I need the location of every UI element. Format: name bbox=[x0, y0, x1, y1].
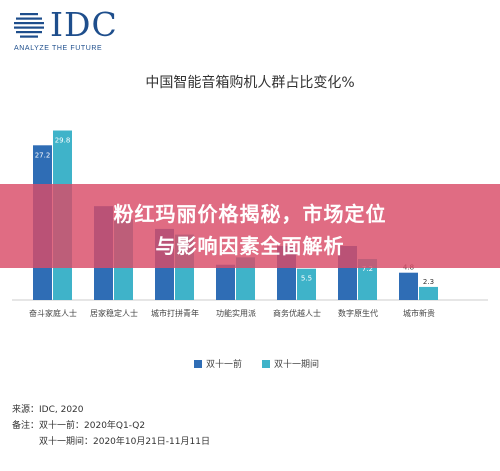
category-label-0: 奋斗家庭人士 bbox=[29, 308, 77, 318]
footnotes: 来源：IDC, 2020 备注：双十一前：2020年Q1-Q2 双十一期间：20… bbox=[12, 402, 210, 450]
remark-label: 备注： bbox=[12, 421, 40, 431]
category-label-3: 功能实用派 bbox=[216, 308, 256, 318]
bar-during-3 bbox=[236, 257, 255, 300]
logo-tagline: ANALYZE THE FUTURE bbox=[14, 45, 103, 52]
legend-item-during: 双十一期间 bbox=[262, 357, 319, 370]
legend-swatch-before bbox=[194, 360, 202, 368]
data-label-during-6: 2.3 bbox=[423, 278, 434, 286]
legend-item-before: 双十一前 bbox=[194, 357, 242, 370]
data-label-during-0: 29.8 bbox=[55, 137, 71, 145]
chart-title: 中国智能音箱购机人群占比变化% bbox=[145, 75, 355, 91]
bar-during-6 bbox=[419, 286, 438, 300]
bar-before-3 bbox=[216, 264, 235, 300]
banner-line-1: 粉红玛丽价格揭秘，市场定位 bbox=[113, 202, 387, 226]
source-note: 来源：IDC, 2020 bbox=[12, 405, 84, 415]
idc-logo: IDC ANALYZE THE FUTURE bbox=[14, 5, 124, 52]
bar-during-5 bbox=[358, 259, 377, 300]
data-label-before-0: 27.2 bbox=[35, 151, 51, 159]
chart-legend: 双十一前 双十一期间 bbox=[0, 357, 500, 373]
bar-during-4 bbox=[297, 268, 316, 300]
category-label-2: 城市打拼青年 bbox=[151, 308, 199, 318]
data-label-during-4: 5.5 bbox=[301, 275, 312, 283]
headline-banner: 粉红玛丽价格揭秘，市场定位 与影响因素全面解析 bbox=[0, 184, 500, 268]
remark-2: 双十一期间：2020年10月21日-11月11日 bbox=[39, 437, 210, 447]
logo-text: IDC bbox=[50, 5, 118, 44]
remark-row: 备注：双十一前：2020年Q1-Q2 bbox=[12, 418, 210, 434]
category-label-6: 城市新贵 bbox=[403, 308, 435, 318]
legend-swatch-during bbox=[262, 360, 270, 368]
category-label-4: 商务优越人士 bbox=[273, 308, 321, 318]
globe-icon bbox=[14, 13, 44, 38]
category-label-5: 数字原生代 bbox=[338, 308, 378, 318]
bar-chart: 27.2 29.8 奋斗家庭人士 居家稳定人士 城市打拼青年 功能实用派 5.5 商务优越人士… bbox=[12, 130, 488, 318]
category-label-1: 居家稳定人士 bbox=[90, 308, 138, 318]
banner-line-2: 与影响因素全面解析 bbox=[155, 234, 345, 258]
data-label-during-5: 7.2 bbox=[362, 265, 373, 273]
bar-before-6 bbox=[399, 272, 418, 300]
legend-label-during: 双十一期间 bbox=[274, 360, 320, 370]
legend-label-before: 双十一前 bbox=[206, 360, 243, 370]
remark-1: 双十一前：2020年Q1-Q2 bbox=[39, 421, 146, 431]
